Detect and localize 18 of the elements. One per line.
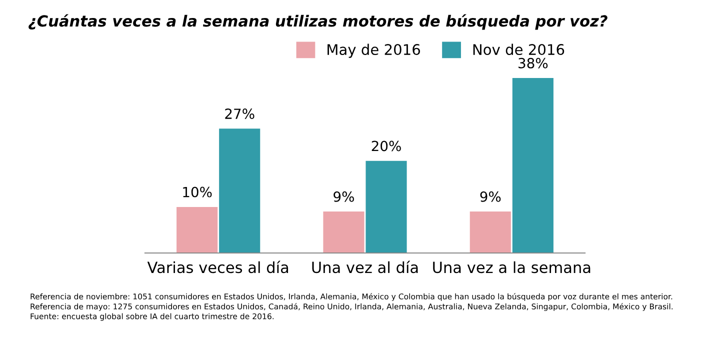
x-tick-label: Una vez a la semana — [433, 261, 590, 274]
data-label: 27% — [225, 108, 254, 120]
x-tick-label: Varias veces al día — [147, 260, 288, 274]
data-label: 10% — [183, 186, 212, 198]
legend-label: May de 2016 — [328, 44, 420, 58]
bar — [512, 78, 554, 253]
bar — [323, 212, 364, 253]
legend-label: Nov de 2016 — [473, 44, 564, 56]
x-tick-label: Una vez al día — [312, 260, 418, 274]
data-label: 9% — [334, 191, 354, 202]
data-label: 20% — [372, 140, 401, 152]
bar — [176, 206, 218, 253]
chart-title: ¿Cuántas veces a la semana utilizas motores de búsqueda por voz? — [28, 14, 608, 30]
bar — [219, 128, 260, 253]
bar — [470, 212, 511, 253]
data-label: 9% — [480, 191, 501, 202]
bar — [366, 160, 407, 253]
data-label: 38% — [518, 58, 548, 68]
